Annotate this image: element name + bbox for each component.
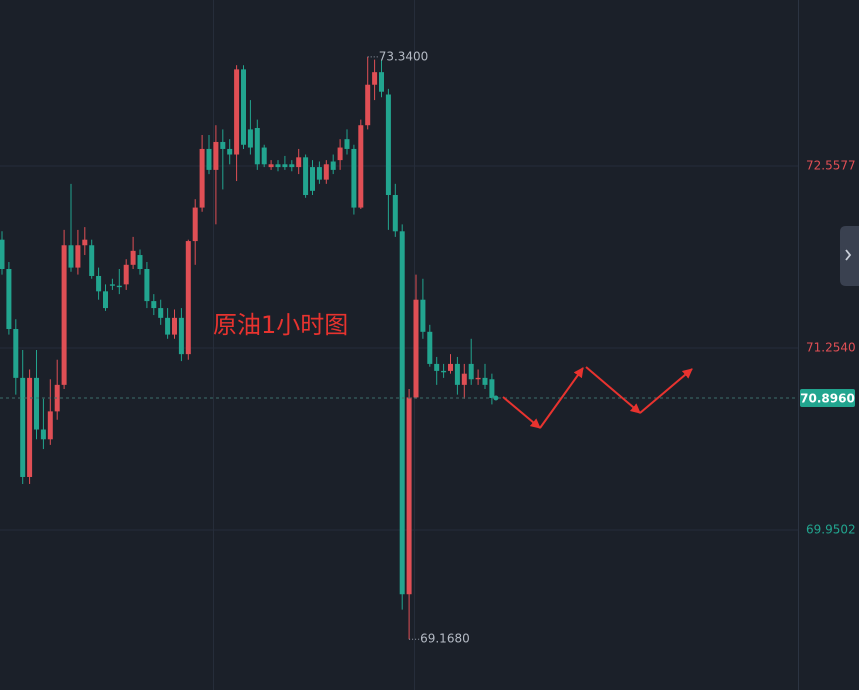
candle-body — [406, 397, 412, 595]
candle-body — [489, 379, 495, 398]
candle-body — [213, 141, 219, 170]
candle-body — [234, 69, 240, 155]
candle-body — [96, 275, 102, 292]
candle-body — [20, 377, 26, 477]
candle-body — [413, 299, 419, 398]
candle-body — [185, 241, 191, 355]
candle-body — [116, 285, 122, 288]
candle-body — [420, 299, 426, 332]
candle-body — [6, 268, 12, 330]
candle-body — [268, 164, 274, 168]
candle-body — [358, 125, 364, 208]
candle-body — [158, 308, 164, 318]
candle-body — [54, 384, 60, 412]
candle-body — [123, 264, 129, 285]
candle-body — [475, 377, 481, 380]
arrow — [502, 396, 541, 429]
candle-body — [137, 255, 143, 269]
side-tab[interactable] — [840, 226, 859, 286]
annotation: 原油1小时图 — [213, 311, 348, 339]
candle-body — [247, 129, 253, 148]
candle-body — [482, 377, 488, 385]
arrow — [639, 368, 693, 414]
candle-body — [296, 157, 302, 168]
candle-body — [392, 195, 398, 232]
candle-body — [61, 245, 67, 385]
candle-body — [344, 139, 350, 149]
candle-body — [13, 329, 19, 378]
candle-body — [379, 72, 384, 92]
candle-body — [261, 147, 267, 165]
candle-body — [103, 291, 108, 309]
candle-body — [68, 245, 74, 268]
y-tick-label: 72.5577 — [806, 159, 856, 173]
candle-body — [454, 363, 460, 385]
candle-body — [399, 231, 405, 595]
candle-body — [427, 331, 433, 364]
candle-body — [75, 245, 81, 268]
candle-body — [206, 148, 212, 170]
candle-body — [282, 164, 288, 168]
candle-body — [34, 377, 39, 430]
last-price-dot — [493, 395, 499, 401]
candle-body — [275, 164, 281, 168]
candle-body — [323, 164, 329, 180]
candle-body — [289, 164, 295, 168]
last-price-label: 70.8960 — [800, 391, 855, 405]
y-tick-label: 69.9502 — [806, 523, 856, 537]
candle-body — [220, 141, 226, 149]
candle-body — [227, 148, 233, 155]
candle-body — [130, 250, 136, 265]
candle-body — [351, 148, 357, 208]
candle-body — [441, 370, 447, 373]
candle-body — [337, 147, 343, 161]
candle-body — [165, 317, 171, 335]
candle-body — [144, 268, 150, 302]
low-label: 69.1680 — [420, 632, 470, 646]
candle-body — [461, 373, 467, 385]
high-label: 73.3400 — [379, 49, 429, 63]
candle-body — [40, 429, 46, 440]
candle-body — [316, 167, 322, 180]
candle-body — [303, 157, 309, 196]
candle-body — [330, 161, 336, 170]
candle-body — [192, 207, 198, 242]
candle-body — [47, 411, 53, 440]
arrow — [585, 366, 641, 414]
candle-body — [434, 363, 440, 371]
candle-body — [172, 317, 177, 335]
last-price-box — [800, 388, 855, 407]
candle-body — [365, 84, 371, 126]
y-tick-label: 71.2540 — [806, 341, 856, 355]
candle-body — [151, 301, 157, 309]
candle-body — [372, 72, 378, 85]
candle-body — [0, 239, 5, 269]
candle-body — [310, 167, 315, 191]
candle-body — [199, 148, 205, 208]
candle-body — [385, 94, 391, 196]
candle-body — [468, 363, 474, 380]
candle-body — [27, 377, 33, 477]
candle-body — [109, 284, 115, 286]
forecast-arrows — [502, 366, 693, 429]
candle-body — [448, 363, 453, 371]
candle-body — [82, 239, 88, 246]
arrow — [539, 367, 584, 429]
candle-body — [241, 69, 246, 145]
candle-body — [254, 128, 260, 165]
candle-body — [178, 317, 184, 355]
candle-body — [89, 245, 95, 276]
